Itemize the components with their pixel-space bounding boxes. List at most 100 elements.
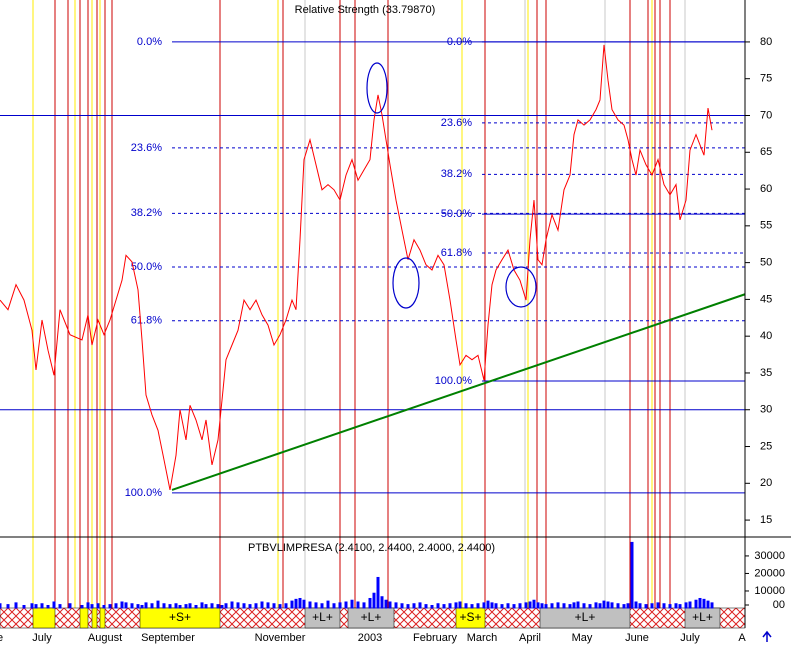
- volume-bar: [384, 599, 388, 609]
- volume-bar: [68, 603, 72, 609]
- volume-bar: [298, 597, 302, 609]
- volume-bar: [320, 603, 324, 609]
- x-tick-label: June: [625, 632, 649, 644]
- volume-bar: [562, 603, 566, 609]
- volume-bar: [668, 604, 672, 609]
- volume-bar: [706, 600, 710, 609]
- y-tick-label: 75: [760, 73, 772, 85]
- plot: +S+ +L+ +L+ +S+ +L+ +L+ 15 20 25 30 35 40 45 50 55 60 65…: [0, 36, 785, 629]
- volume-bar: [52, 601, 56, 609]
- volume-bar: [96, 603, 100, 609]
- volume-bar: [380, 596, 384, 609]
- volume-bar: [40, 603, 44, 609]
- x-tick-label: September: [141, 632, 195, 644]
- volume-bar: [162, 603, 166, 609]
- signal-label: +L+: [312, 610, 333, 624]
- volume-bar: [698, 597, 702, 609]
- volume-bar: [376, 576, 380, 609]
- volume-bar: [86, 602, 90, 609]
- x-tick-label: March: [467, 632, 498, 644]
- signal-block: [99, 607, 106, 629]
- volume-bar: [630, 541, 634, 609]
- volume-bar: [326, 600, 330, 609]
- volume-bar: [174, 603, 178, 609]
- volume-bar: [344, 601, 348, 609]
- volume-bar: [350, 599, 354, 609]
- volume-bar: [626, 603, 630, 609]
- fib-label: 100.0%: [125, 487, 163, 499]
- volume-bar: [568, 604, 572, 609]
- volume-bar: [6, 604, 10, 609]
- volume-bar: [500, 604, 504, 609]
- signal-label: +L+: [575, 610, 596, 624]
- volume-bar: [594, 602, 598, 609]
- y-tick-label: 20000: [754, 567, 785, 579]
- volume-bar: [216, 604, 220, 609]
- volume-bar: [58, 604, 62, 609]
- volume-bar: [634, 601, 638, 609]
- volume-bar: [418, 602, 422, 609]
- volume-bar: [518, 603, 522, 609]
- volume-bar: [644, 604, 648, 609]
- volume-bar: [572, 602, 576, 609]
- volume-bar: [540, 603, 544, 609]
- volume-bar: [372, 592, 376, 609]
- volume-bar: [394, 602, 398, 609]
- x-tick-label: 2003: [358, 632, 382, 644]
- volume-bar: [694, 599, 698, 609]
- volume-bar: [90, 604, 94, 609]
- annotation-circle: [505, 266, 537, 308]
- volume-bar: [248, 604, 252, 609]
- volume-bar: [120, 601, 124, 609]
- volume-bar: [506, 603, 510, 609]
- volume-bar: [602, 600, 606, 609]
- scroll-arrow[interactable]: [762, 630, 772, 642]
- volume-bar: [702, 598, 706, 609]
- volume-bar: [464, 603, 468, 609]
- signal-block: [79, 607, 89, 629]
- fib-label: 38.2%: [441, 168, 472, 180]
- volume-bar: [606, 601, 610, 609]
- volume-bar: [430, 604, 434, 609]
- x-tick-label: November: [255, 632, 306, 644]
- volume-bar: [156, 600, 160, 609]
- volume-bar: [260, 601, 264, 609]
- volume-bar: [102, 604, 106, 609]
- volume-title: PTBVLIMPRESA (2.4100, 2.4400, 2.4000, 2.…: [248, 542, 495, 554]
- volume-bar: [34, 604, 38, 609]
- volume-bar: [356, 601, 360, 609]
- price-line-series: [0, 44, 713, 490]
- volume-bar: [278, 604, 282, 609]
- volume-bar: [308, 601, 312, 609]
- y-tick-label: 35: [760, 367, 772, 379]
- signal-lines: [32, 0, 686, 628]
- volume-bar: [178, 604, 182, 609]
- volume-bar: [230, 601, 234, 609]
- volume-bar: [470, 604, 474, 609]
- x-tick-label: A: [738, 632, 746, 644]
- volume-bar: [30, 603, 34, 609]
- y-tick-label: 65: [760, 146, 772, 158]
- fib-label: 61.8%: [131, 315, 162, 327]
- volume-bar: [188, 603, 192, 609]
- volume-bar: [588, 604, 592, 609]
- volume-bar: [400, 603, 404, 609]
- x-tick-label: July: [680, 632, 700, 644]
- volume-bar: [656, 602, 660, 609]
- y-tick-label: 60: [760, 183, 772, 195]
- volume-bar: [290, 600, 294, 609]
- y-tick-label: 40: [760, 330, 772, 342]
- volume-bar: [210, 603, 214, 609]
- volume-bar: [80, 604, 84, 609]
- y-tick-label: 20: [760, 477, 772, 489]
- volume-bar: [254, 603, 258, 609]
- volume-bar: [684, 602, 688, 609]
- signal-label: +S+: [459, 610, 481, 624]
- volume-bar: [556, 602, 560, 609]
- volume-bar: [168, 604, 172, 609]
- volume-bar: [332, 603, 336, 609]
- volume-bar: [476, 603, 480, 609]
- volume-bar: [662, 603, 666, 609]
- fib-label: 61.8%: [441, 247, 472, 259]
